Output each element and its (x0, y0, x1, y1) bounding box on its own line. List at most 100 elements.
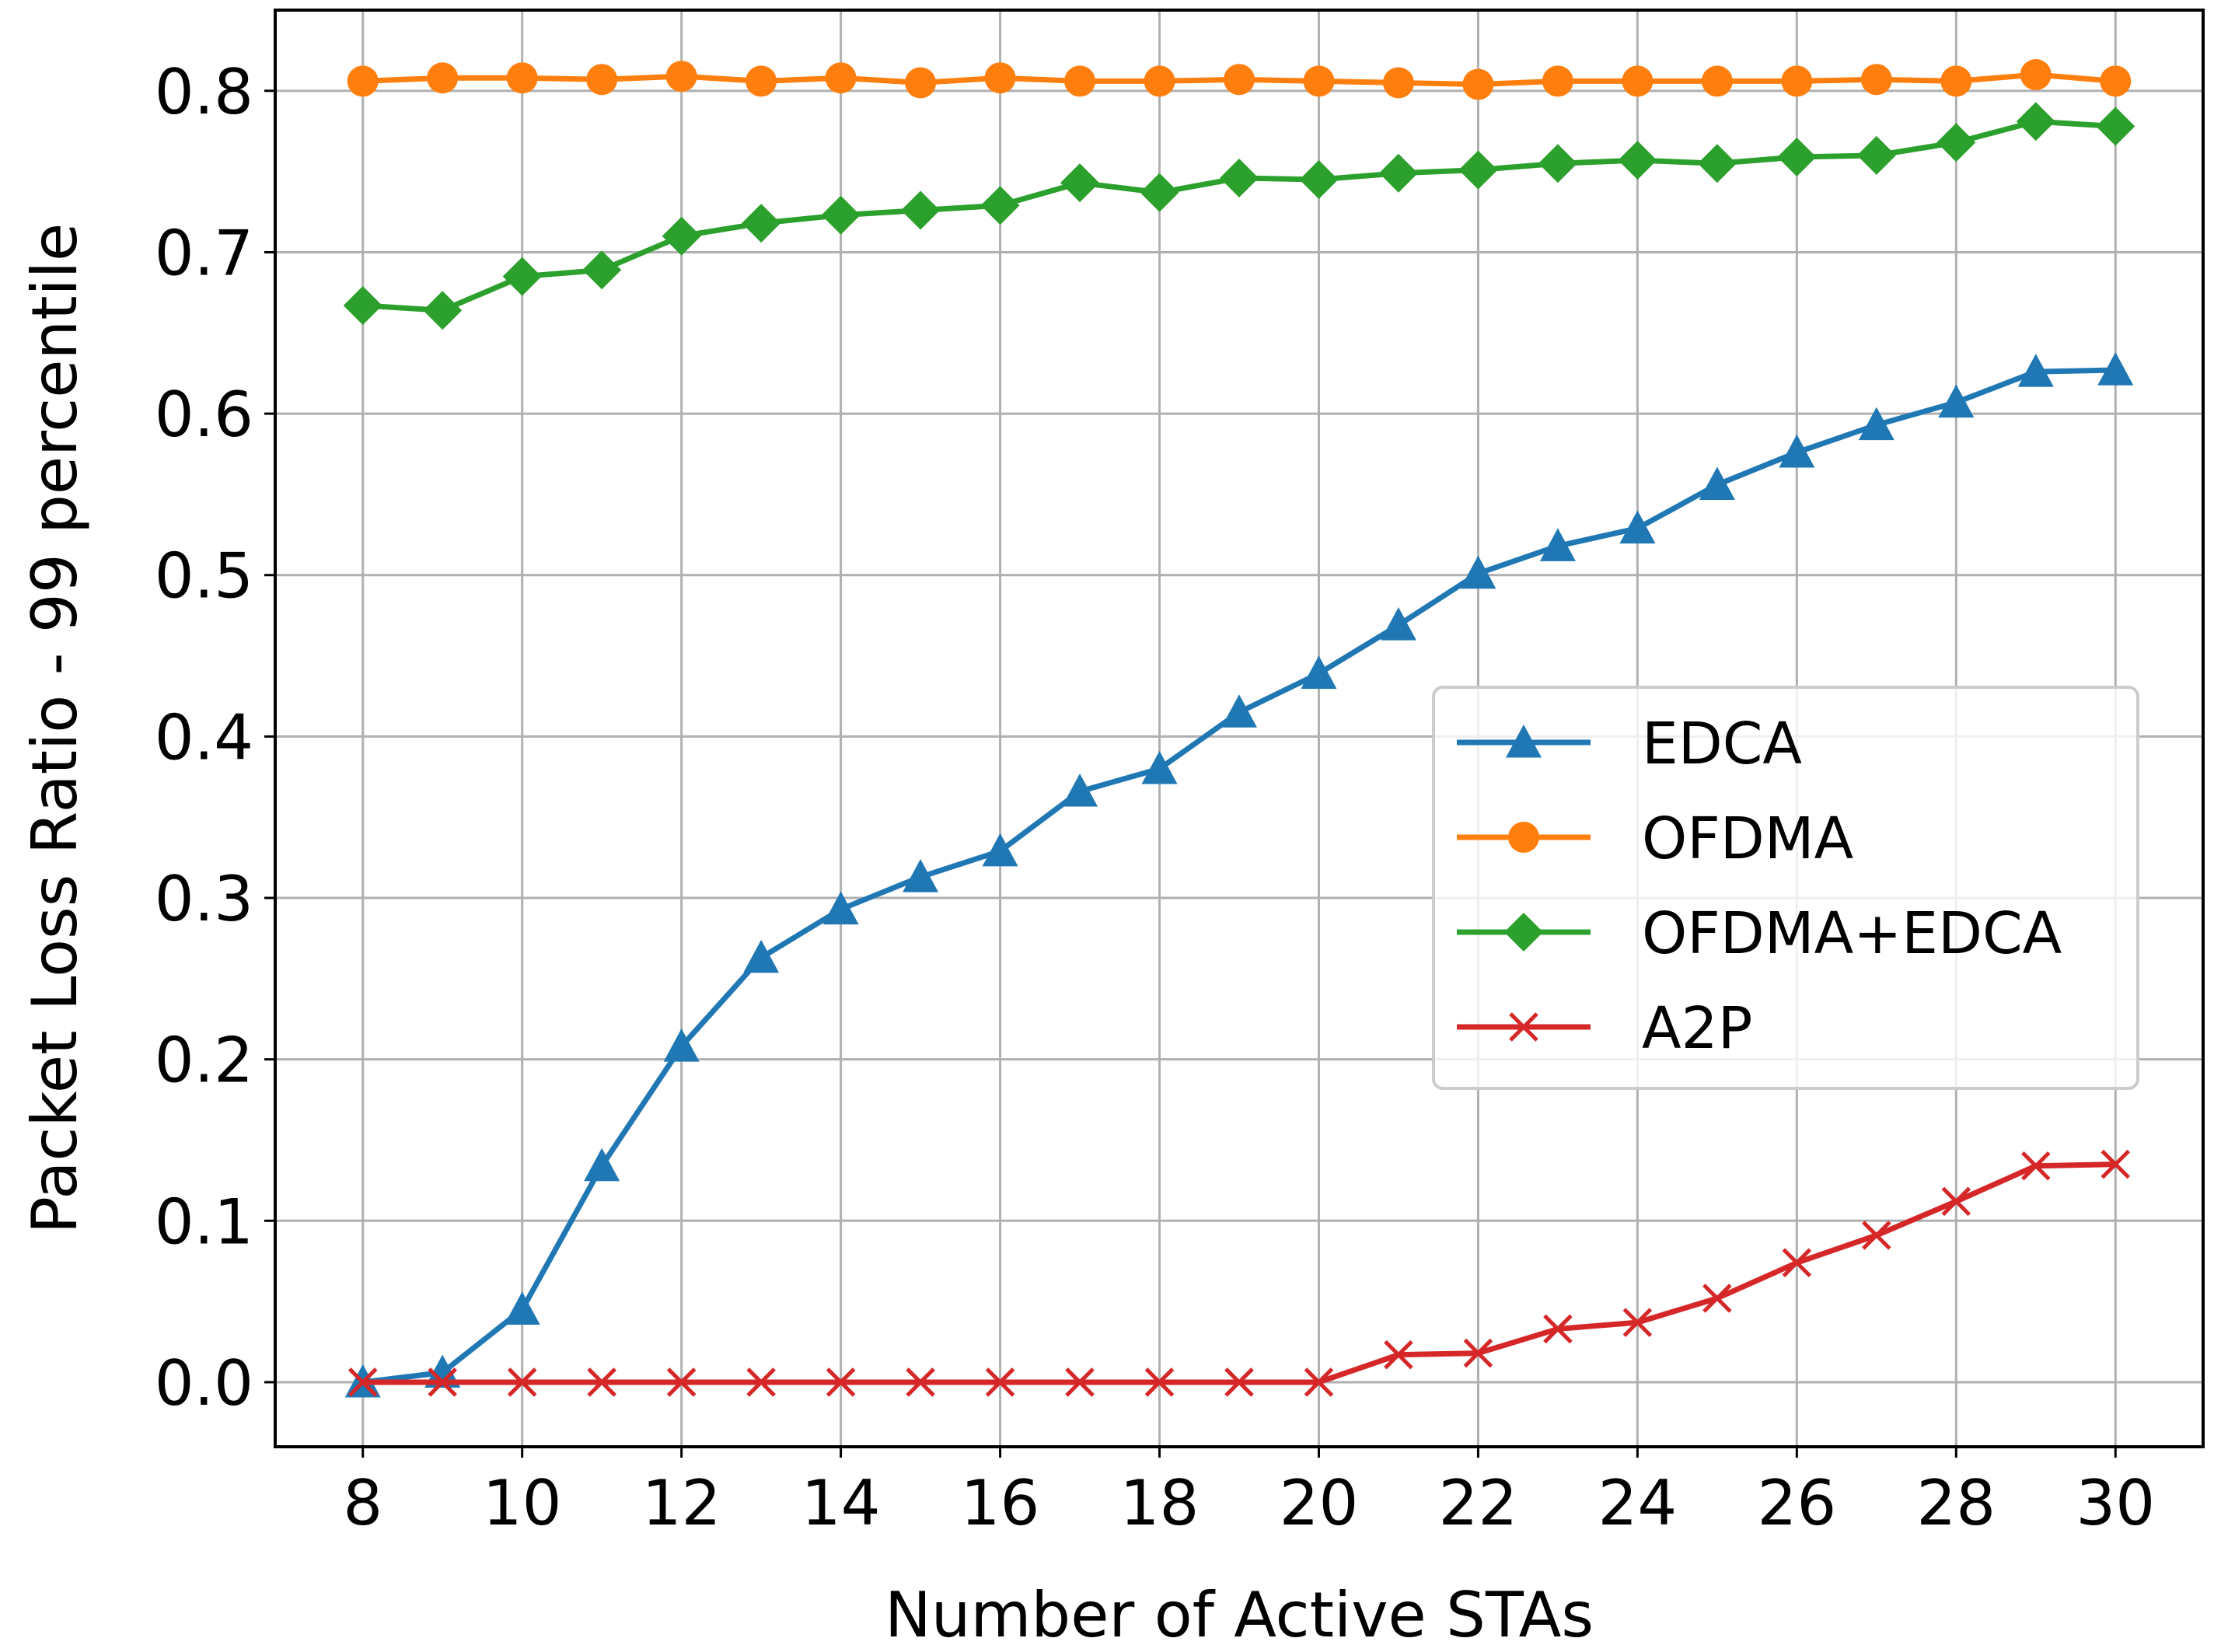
data-point-edca (504, 1291, 540, 1325)
legend-items: EDCA OFDMA OFDMA+EDCA A2P (1457, 711, 2062, 1062)
data-point-ofdma-edca (1140, 173, 1179, 212)
data-point-ofdma (586, 64, 618, 96)
x-axis-label: Number of Active STAs (885, 1579, 1594, 1651)
data-point-ofdma (1781, 65, 1813, 97)
legend-label-edca: EDCA (1642, 711, 1802, 777)
y-tick-label: 0.1 (155, 1186, 253, 1258)
x-tick-label: 12 (642, 1467, 721, 1539)
data-point-ofdma (1224, 64, 1255, 96)
y-tick-label: 0.7 (155, 217, 253, 289)
data-point-ofdma-edca (502, 257, 542, 296)
data-point-a2p (587, 1367, 616, 1397)
x-tick-label: 22 (1439, 1467, 1518, 1539)
data-point-ofdma-edca (1697, 144, 1737, 183)
data-point-a2p (1543, 1314, 1573, 1344)
data-point-a2p (1384, 1339, 1413, 1370)
plot-frame (274, 9, 2205, 1448)
data-point-ofdma-edca (980, 186, 1020, 225)
data-point-a2p (507, 1367, 537, 1397)
data-point-ofdma-edca (423, 291, 463, 330)
x-tick-label: 10 (483, 1467, 562, 1539)
y-axis-label: Packet Loss Ratio - 99 percentile (19, 223, 91, 1234)
data-point-edca (1539, 528, 1576, 561)
x-tick-label: 18 (1120, 1467, 1200, 1539)
data-point-ofdma (1542, 65, 1573, 97)
data-point-a2p (347, 1367, 378, 1397)
legend-marker-a2p (1509, 1012, 1538, 1042)
data-point-ofdma (665, 61, 697, 93)
legend-entry-edca: EDCA (1457, 711, 1802, 777)
data-point-edca (1460, 555, 1496, 589)
data-point-edca (1699, 466, 1735, 501)
data-point-a2p (428, 1367, 457, 1397)
data-point-a2p (1622, 1308, 1653, 1337)
data-point-ofdma (825, 62, 857, 94)
data-point-ofdma (427, 62, 459, 94)
y-tick-label: 0.2 (155, 1025, 253, 1097)
data-point-a2p (826, 1367, 856, 1397)
data-point-ofdma-edca (1618, 141, 1657, 180)
data-point-ofdma-edca (582, 250, 622, 290)
x-tick-label: 30 (2076, 1467, 2155, 1539)
data-point-ofdma (1622, 65, 1654, 97)
legend-marker-ofdma (1508, 822, 1539, 853)
data-point-ofdma (1701, 65, 1733, 97)
legend-entry-ofdma: OFDMA (1457, 805, 1854, 872)
data-point-ofdma (2100, 65, 2132, 97)
data-point-ofdma (1462, 68, 1494, 100)
legend: EDCA OFDMA OFDMA+EDCA A2P (1432, 686, 2139, 1090)
data-point-a2p (2021, 1151, 2051, 1181)
data-point-ofdma-edca (1856, 135, 1896, 175)
x-tick-label: 14 (801, 1467, 881, 1539)
y-tick-label: 0.3 (155, 863, 253, 935)
y-tick-label: 0.5 (155, 540, 253, 613)
series-edca (344, 352, 2134, 1398)
legend-entry-ofdma-edca: OFDMA+EDCA (1457, 900, 2062, 967)
data-point-ofdma (1144, 65, 1175, 97)
data-point-edca (743, 939, 780, 973)
y-tick-label: 0.4 (155, 701, 253, 774)
data-point-edca (2097, 352, 2134, 386)
data-point-ofdma (2020, 59, 2052, 91)
data-point-edca (1141, 750, 1178, 784)
data-point-a2p (1065, 1367, 1095, 1397)
data-point-edca (903, 859, 939, 892)
legend-label-a2p: A2P (1642, 995, 1752, 1062)
data-point-ofdma-edca (1299, 160, 1339, 200)
x-tick-label: 16 (961, 1467, 1040, 1539)
data-point-a2p (985, 1367, 1015, 1397)
data-point-ofdma-edca (1458, 150, 1498, 190)
data-point-edca (1221, 694, 1257, 728)
data-point-ofdma (905, 67, 937, 99)
data-point-edca (1858, 407, 1894, 441)
data-point-ofdma-edca (1538, 144, 1577, 183)
data-point-ofdma-edca (821, 195, 861, 235)
legend-label-ofdma: OFDMA (1642, 805, 1854, 872)
data-point-a2p (666, 1367, 697, 1397)
x-tick-label: 26 (1757, 1467, 1836, 1539)
data-point-ofdma (1382, 67, 1414, 99)
data-point-ofdma (746, 65, 777, 97)
data-point-edca (1062, 773, 1098, 807)
data-point-edca (663, 1029, 700, 1062)
data-point-ofdma-edca (1378, 153, 1418, 193)
data-point-ofdma-edca (2016, 102, 2055, 141)
data-point-ofdma (1064, 65, 1096, 97)
data-point-ofdma (984, 62, 1016, 94)
data-point-a2p (1463, 1338, 1493, 1368)
data-point-edca (584, 1147, 620, 1182)
data-point-edca (1619, 510, 1656, 544)
data-point-ofdma-edca (343, 285, 382, 325)
legend-entry-a2p: A2P (1457, 995, 1752, 1062)
y-tick-label: 0.6 (155, 379, 253, 451)
data-point-ofdma-edca (1936, 123, 1976, 162)
data-point-edca (822, 891, 859, 925)
x-tick-label: 24 (1598, 1467, 1677, 1539)
ticks: 8 10 12 14 16 18 20 22 24 26 28 30 0.0 0.1 0.2 0.3 0.4 0.… (155, 56, 2155, 1539)
data-point-a2p (1702, 1284, 1732, 1313)
series-layer (343, 59, 2135, 1398)
data-point-edca (982, 833, 1018, 867)
data-point-ofdma-edca (1220, 158, 1259, 197)
data-point-ofdma (347, 65, 379, 97)
data-point-ofdma-edca (742, 204, 781, 243)
